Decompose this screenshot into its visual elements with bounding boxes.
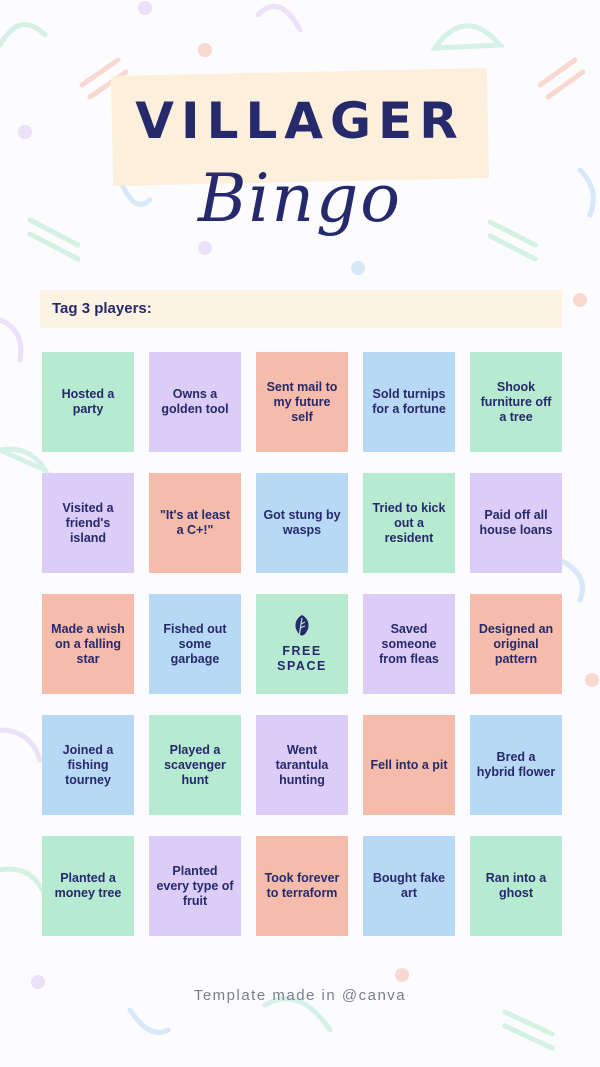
leaf-icon [295,615,309,638]
bingo-cell[interactable]: Owns a golden tool [149,352,241,452]
bingo-cell-text: Made a wish on a falling star [51,621,125,666]
bingo-cell-text: Bought fake art [372,871,446,900]
bingo-cell-text: Planted every type of fruit [156,863,234,908]
bingo-cell[interactable]: Ran into a ghost [470,836,562,936]
bingo-cell[interactable]: Made a wish on a falling star [42,594,134,694]
bingo-cell-text: Fished out some garbage [163,621,227,666]
footer-credit: Template made in @canva [193,987,407,1004]
bingo-cell-text: Sold turnips for a fortune [372,387,446,416]
bingo-cell-text: Owns a golden tool [161,387,229,416]
bingo-cell-text: Tried to kick out a resident [372,500,446,545]
bingo-cell[interactable]: Sold turnips for a fortune [363,352,455,452]
bingo-cell[interactable]: Bought fake art [363,836,455,936]
bingo-cell[interactable]: Went tarantula hunting [256,715,348,815]
bingo-cell[interactable]: Sent mail to my future self [256,352,348,452]
bingo-cell[interactable]: Hosted a party [42,352,134,452]
tag-prompt: Tag 3 players: [52,300,152,317]
bingo-cell[interactable]: Got stung by wasps [256,473,348,573]
bingo-cell-text: Took forever to terraform [264,871,340,900]
bingo-cell[interactable]: Planted every type of fruit [149,836,241,936]
bingo-cell-text: Paid off all house loans [479,508,553,537]
bingo-cell-text: Fell into a pit [370,757,448,772]
bingo-cell-text: Visited a friend's island [62,500,114,545]
tag-prompt-bar: Tag 3 players: [40,290,562,328]
page-subtitle-script: Bingo [197,160,403,237]
bingo-cell[interactable]: "It's at least a C+!" [149,473,241,573]
bingo-cell[interactable]: Bred a hybrid flower [470,715,562,815]
page-title: VILLAGER [135,92,465,150]
bingo-cell-text: Saved someone from fleas [379,621,439,666]
bingo-cell[interactable]: Joined a fishing tourney [42,715,134,815]
bingo-cell-text: Played a scavenger hunt [164,742,226,787]
bingo-cell-text: Joined a fishing tourney [62,742,114,787]
bingo-cell-text: Designed an original pattern [478,621,554,666]
bingo-cell-free-space[interactable]: FREE SPACE [256,594,348,694]
bingo-cell[interactable]: Played a scavenger hunt [149,715,241,815]
bingo-cell-text: Got stung by wasps [263,508,341,537]
bingo-cell[interactable]: Fished out some garbage [149,594,241,694]
bingo-cell[interactable]: Designed an original pattern [470,594,562,694]
bingo-cell-text: Went tarantula hunting [275,742,329,787]
bingo-cell-text: Shook furniture off a tree [480,379,552,424]
bingo-cell-text: Ran into a ghost [485,871,547,900]
bingo-cell[interactable]: Took forever to terraform [256,836,348,936]
bingo-cell[interactable]: Shook furniture off a tree [470,352,562,452]
free-space-label: FREE SPACE [277,644,327,673]
bingo-cell-text: "It's at least a C+!" [159,508,231,537]
bingo-cell[interactable]: Visited a friend's island [42,473,134,573]
bingo-cell-text: Hosted a party [61,387,115,416]
bingo-cell-text: Planted a money tree [54,871,122,900]
bingo-cell-text: Sent mail to my future self [266,379,338,424]
bingo-cell[interactable]: Tried to kick out a resident [363,473,455,573]
bingo-grid: Hosted a party Owns a golden tool Sent mai… [42,352,562,944]
bingo-cell[interactable]: Fell into a pit [363,715,455,815]
bingo-cell-text: Bred a hybrid flower [476,750,556,779]
bingo-cell[interactable]: Saved someone from fleas [363,594,455,694]
bingo-cell[interactable]: Planted a money tree [42,836,134,936]
bingo-cell[interactable]: Paid off all house loans [470,473,562,573]
